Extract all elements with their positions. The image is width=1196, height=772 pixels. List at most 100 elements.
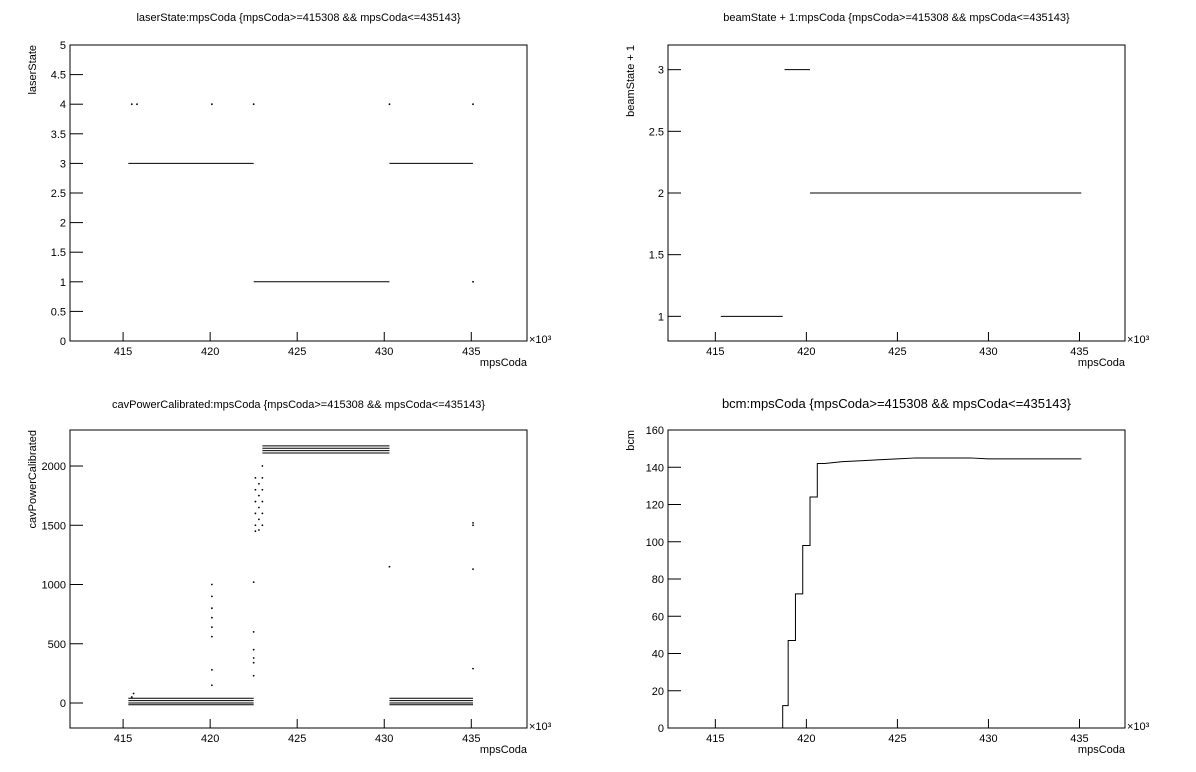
data-point (261, 465, 264, 467)
y-tick-label: 2 (658, 188, 664, 200)
data-line (782, 457, 1082, 728)
y-tick-label: 0 (60, 336, 66, 348)
data-point (252, 648, 255, 651)
y-tick-label: 40 (652, 649, 664, 661)
data-point (472, 280, 474, 283)
y-axis-label: cavPowerCalibrated (27, 430, 39, 528)
data-point (210, 103, 213, 106)
x-axis-label: mpsCoda (480, 744, 528, 756)
data-point (210, 595, 213, 598)
y-tick-label: 1 (658, 311, 664, 323)
data-point (257, 482, 260, 485)
y-tick-label: 0 (658, 723, 664, 735)
x-tick-label: 420 (797, 346, 815, 358)
x-tick-label: 420 (201, 733, 219, 745)
data-point (261, 512, 264, 515)
y-tick-label: 140 (646, 462, 664, 474)
data-point (210, 583, 213, 586)
x-axis-label: mpsCoda (1078, 744, 1126, 756)
data-point (252, 674, 255, 677)
data-point (136, 103, 138, 106)
y-tick-label: 3 (658, 65, 664, 77)
y-tick-label: 2.5 (51, 188, 66, 200)
data-point (254, 500, 257, 503)
x-axis-label: mpsCoda (1078, 357, 1126, 369)
data-point (254, 488, 257, 491)
y-tick-label: 60 (652, 611, 664, 623)
data-point (472, 568, 474, 571)
y-axis-label: beamState + 1 (625, 45, 637, 117)
x-tick-label: 425 (888, 346, 906, 358)
x-tick-label: 425 (288, 733, 306, 745)
x-multiplier: ×10³ (1127, 334, 1150, 346)
x-tick-label: 430 (979, 346, 997, 358)
data-point (388, 565, 391, 568)
data-point (472, 667, 474, 670)
data-point (252, 581, 255, 584)
data-point (472, 521, 474, 524)
y-tick-label: 0.5 (51, 306, 66, 318)
x-tick-label: 435 (462, 733, 480, 745)
data-point (210, 616, 213, 619)
data-point (254, 524, 257, 527)
y-axis-label: laserState (27, 45, 39, 95)
data-point (132, 692, 135, 695)
plot-frame (667, 429, 1126, 729)
data-point (254, 530, 257, 533)
x-tick-label: 415 (706, 733, 724, 745)
x-tick-label: 415 (706, 346, 724, 358)
data-point (254, 512, 257, 515)
data-point (261, 524, 264, 527)
y-tick-label: 4.5 (51, 70, 66, 82)
data-point (210, 668, 213, 671)
data-point (261, 476, 264, 479)
x-axis-label: mpsCoda (480, 357, 528, 369)
chart-title: laserState:mpsCoda {mpsCoda>=415308 && m… (136, 12, 460, 24)
y-tick-label: 1 (60, 277, 66, 289)
x-multiplier: ×10³ (529, 334, 552, 346)
y-tick-label: 1500 (42, 520, 66, 532)
y-tick-label: 1.5 (649, 250, 664, 262)
chart-title: cavPowerCalibrated:mpsCoda {mpsCoda>=415… (112, 399, 485, 411)
x-tick-label: 435 (462, 346, 480, 358)
data-point (261, 500, 264, 503)
x-tick-label: 430 (979, 733, 997, 745)
data-point (130, 696, 133, 698)
data-point (252, 657, 255, 659)
x-multiplier: ×10³ (529, 721, 552, 733)
y-tick-label: 500 (48, 639, 66, 651)
y-tick-label: 1.5 (51, 247, 66, 259)
y-axis-label: bcm (625, 430, 637, 451)
x-tick-label: 430 (375, 346, 393, 358)
y-tick-label: 3.5 (51, 129, 66, 141)
x-tick-label: 420 (797, 733, 815, 745)
x-tick-label: 425 (288, 346, 306, 358)
data-point (257, 506, 260, 509)
data-point (252, 631, 255, 633)
chart-title: bcm:mpsCoda {mpsCoda>=415308 && mpsCoda<… (722, 396, 1072, 411)
x-multiplier: ×10³ (1127, 721, 1150, 733)
data-point (388, 103, 391, 106)
data-point (257, 518, 260, 521)
plot-frame (69, 44, 528, 342)
x-tick-label: 435 (1070, 733, 1088, 745)
plot-frame (69, 429, 528, 729)
data-line (720, 69, 1082, 317)
y-tick-label: 20 (652, 686, 664, 698)
x-tick-label: 435 (1070, 346, 1088, 358)
y-tick-label: 3 (60, 158, 66, 170)
x-tick-label: 425 (888, 733, 906, 745)
data-point (252, 661, 255, 664)
x-tick-label: 420 (201, 346, 219, 358)
x-tick-label: 430 (375, 733, 393, 745)
data-point (257, 494, 260, 497)
y-tick-label: 4 (60, 99, 66, 111)
data-line (128, 445, 474, 706)
y-tick-label: 100 (646, 537, 664, 549)
y-tick-label: 2.5 (649, 126, 664, 138)
y-tick-label: 2 (60, 218, 66, 230)
y-tick-label: 2000 (42, 461, 66, 473)
data-point (210, 607, 213, 610)
